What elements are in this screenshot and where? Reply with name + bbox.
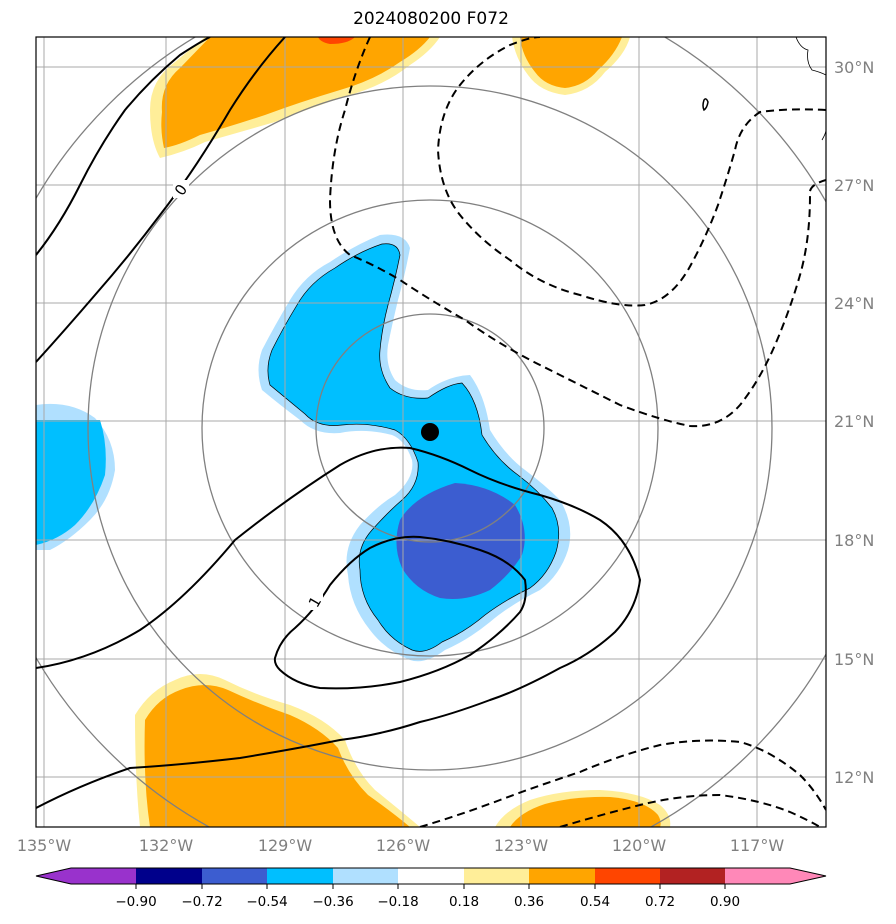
lat-label-24n: 24°N xyxy=(834,294,874,313)
colorbar-bin xyxy=(333,868,398,884)
colorbar-bin xyxy=(529,868,595,884)
range-rings xyxy=(36,37,826,827)
warm-fill-southwest-core xyxy=(144,685,411,827)
lon-label-129w: 129°W xyxy=(258,836,313,855)
lat-label-30n: 30°N xyxy=(834,58,874,77)
contour-labels: 0 1 xyxy=(171,180,325,611)
colorbar-bin xyxy=(136,868,202,884)
colorbar-extend-low xyxy=(36,868,71,884)
longitude-labels: 135°W 132°W 129°W 126°W 123°W 120°W 117°… xyxy=(17,836,785,855)
colorbar-label: 0.72 xyxy=(645,894,675,910)
storm-center-marker xyxy=(421,423,439,441)
lon-label-123w: 123°W xyxy=(494,836,549,855)
colorbar-label: −0.90 xyxy=(115,894,156,910)
lon-label-132w: 132°W xyxy=(139,836,194,855)
latitude-labels: 30°N 27°N 24°N 21°N 18°N 15°N 12°N xyxy=(834,58,874,787)
colorbar-label: −0.54 xyxy=(246,894,287,910)
cool-fill-outline-main xyxy=(267,243,560,652)
warm-fill-southeast-core xyxy=(510,796,661,827)
colorbar-label: 0.54 xyxy=(580,894,610,910)
colorbar-bin xyxy=(398,868,464,884)
colorbar-bin xyxy=(595,868,660,884)
lon-label-120w: 120°W xyxy=(612,836,667,855)
coastline xyxy=(795,37,826,141)
warm-fill-north-core xyxy=(161,37,431,148)
cool-fill-west xyxy=(36,420,106,545)
lon-label-117w: 117°W xyxy=(730,836,785,855)
colorbar-bin xyxy=(267,868,333,884)
lat-label-15n: 15°N xyxy=(834,650,874,669)
colorbar-outline xyxy=(35,867,827,885)
lat-label-12n: 12°N xyxy=(834,768,874,787)
dashed-contours xyxy=(328,37,826,827)
cool-fill-core xyxy=(396,483,525,599)
lat-label-27n: 27°N xyxy=(834,176,874,195)
lat-label-21n: 21°N xyxy=(834,412,874,431)
map-title: 2024080200 F072 xyxy=(353,9,509,29)
colorbar-label: 0.90 xyxy=(710,894,740,910)
lon-label-135w: 135°W xyxy=(17,836,72,855)
colorbar-bin xyxy=(660,868,725,884)
colorbar-label: −0.36 xyxy=(312,894,353,910)
cool-fill-main xyxy=(267,243,559,652)
colorbar-label: 0.36 xyxy=(514,894,544,910)
colorbar-bin xyxy=(464,868,529,884)
map-area: 0 1 xyxy=(36,37,826,827)
negative-anomaly-fills xyxy=(36,234,571,662)
lon-label-126w: 126°W xyxy=(376,836,431,855)
colorbar-label: −0.72 xyxy=(181,894,222,910)
warm-fill-northeast-core xyxy=(520,37,622,88)
lat-lon-grid xyxy=(36,37,826,827)
colorbar-label: 0.18 xyxy=(449,894,479,910)
colorbar: −0.90 −0.72 −0.54 −0.36 −0.18 0.18 0.36 … xyxy=(35,867,827,910)
map-frame xyxy=(35,36,827,828)
colorbar-bin xyxy=(725,868,791,884)
solid-contours xyxy=(36,37,709,809)
colorbar-bin xyxy=(70,868,136,884)
colorbar-bin xyxy=(202,868,267,884)
colorbar-extend-high xyxy=(790,868,826,884)
colorbar-label: −0.18 xyxy=(377,894,418,910)
warm-fill-north-red xyxy=(318,37,355,44)
lat-label-18n: 18°N xyxy=(834,531,874,550)
